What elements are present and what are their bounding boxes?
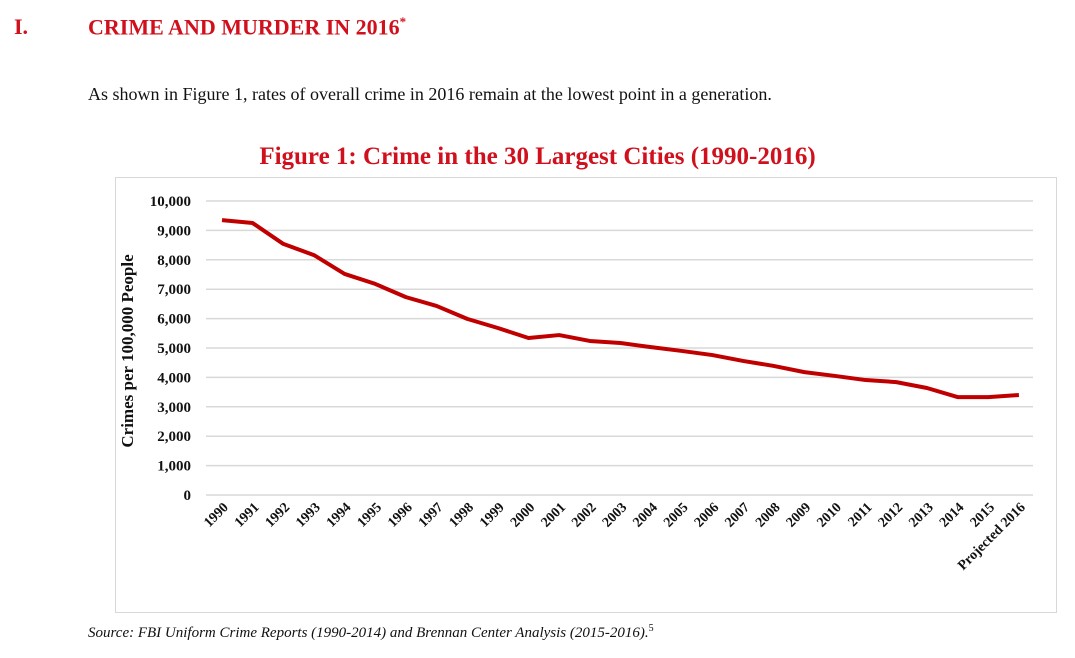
y-tick-label: 0 bbox=[184, 488, 192, 504]
x-tick-label: 1996 bbox=[385, 500, 415, 530]
x-tick-label: 1997 bbox=[416, 500, 446, 530]
section-number: I. bbox=[14, 14, 29, 39]
y-tick-label: 10,000 bbox=[150, 194, 191, 210]
y-axis-label: Crimes per 100,000 People bbox=[118, 254, 137, 448]
x-tick-label: 2007 bbox=[722, 500, 752, 530]
crime-rate-line bbox=[221, 218, 1020, 400]
x-tick-label: 2005 bbox=[661, 500, 691, 530]
x-tick-label: 1994 bbox=[324, 500, 354, 530]
y-tick-label: 9,000 bbox=[157, 223, 191, 239]
x-tick-label: 1998 bbox=[447, 500, 477, 530]
x-tick-label: 1995 bbox=[355, 500, 385, 530]
x-tick-label: 1993 bbox=[293, 500, 323, 530]
x-tick-label: 2002 bbox=[569, 500, 599, 530]
chart-frame: 0 1,000 2,000 3,000 4,000 5,000 6,000 7,000 8,00… bbox=[115, 177, 1057, 613]
gridlines bbox=[206, 200, 1033, 496]
section-title-text: CRIME AND MURDER IN 2016 bbox=[88, 14, 400, 40]
data-points bbox=[221, 220, 1020, 398]
y-tick-label: 7,000 bbox=[157, 282, 191, 298]
y-tick-label: 6,000 bbox=[157, 312, 191, 328]
x-tick-label: 1999 bbox=[477, 500, 507, 530]
line-chart: 0 1,000 2,000 3,000 4,000 5,000 6,000 7,000 8,00… bbox=[118, 194, 1033, 574]
x-tick-label: 2001 bbox=[539, 500, 569, 530]
intro-paragraph: As shown in Figure 1, rates of overall c… bbox=[88, 84, 772, 104]
x-tick-label: 2006 bbox=[692, 500, 722, 530]
y-tick-label: 5,000 bbox=[157, 341, 191, 357]
x-tick-label: 2009 bbox=[784, 500, 814, 530]
source-note: Source: FBI Uniform Crime Reports (1990-… bbox=[88, 623, 654, 642]
x-tick-label: 2003 bbox=[600, 500, 630, 530]
x-tick-label: 1992 bbox=[263, 500, 293, 530]
x-tick-label: 1990 bbox=[201, 500, 231, 530]
x-tick-label: 2004 bbox=[631, 500, 661, 530]
x-tick-label: 2011 bbox=[846, 500, 876, 530]
x-tick-label: 1991 bbox=[232, 500, 262, 530]
y-tick-label: 4,000 bbox=[157, 370, 191, 386]
y-tick-label: 8,000 bbox=[157, 253, 191, 269]
section-title: CRIME AND MURDER IN 2016* bbox=[88, 14, 406, 40]
x-tick-labels: 1990 1991 1992 1993 1994 1995 1996 1997 1998 1999… bbox=[201, 500, 1028, 573]
source-footnote: 5 bbox=[648, 623, 654, 634]
x-tick-label: 2014 bbox=[937, 500, 967, 530]
x-tick-label: 2013 bbox=[906, 500, 936, 530]
y-tick-labels: 0 1,000 2,000 3,000 4,000 5,000 6,000 7,000 8,00… bbox=[150, 194, 191, 504]
figure-title: Figure 1: Crime in the 30 Largest Cities… bbox=[259, 143, 816, 170]
x-tick-label: 2000 bbox=[508, 500, 538, 530]
source-text: Source: FBI Uniform Crime Reports (1990-… bbox=[88, 625, 649, 641]
y-tick-label: 1,000 bbox=[157, 459, 191, 475]
footnote-mark: * bbox=[399, 14, 407, 29]
x-tick-label: 2012 bbox=[876, 500, 906, 530]
y-tick-label: 2,000 bbox=[157, 429, 191, 445]
y-tick-label: 3,000 bbox=[157, 400, 191, 416]
x-tick-label: 2008 bbox=[753, 500, 783, 530]
x-tick-label: 2010 bbox=[814, 500, 844, 530]
